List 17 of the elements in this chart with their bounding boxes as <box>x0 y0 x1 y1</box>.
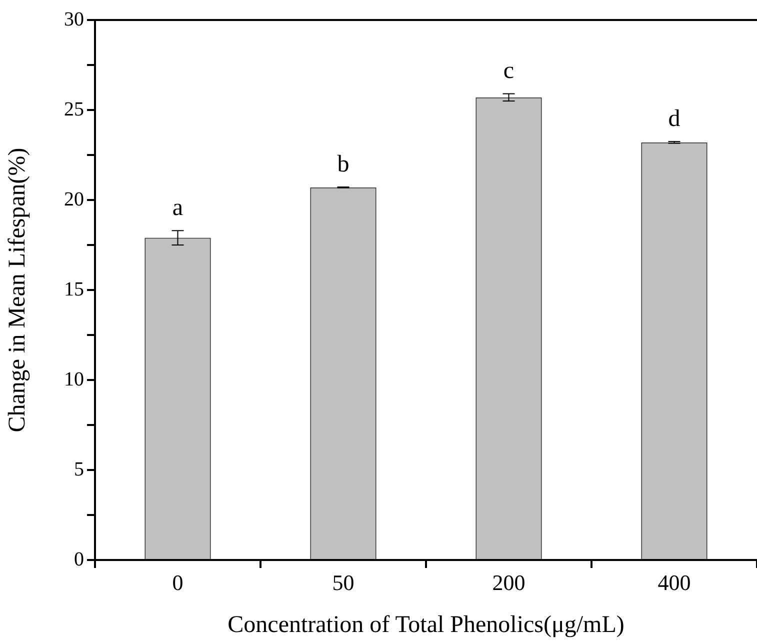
y-tick-label: 5 <box>74 458 84 480</box>
y-tick-label: 15 <box>64 278 84 300</box>
x-tick-label: 400 <box>658 570 691 595</box>
y-tick-label: 20 <box>64 188 84 210</box>
y-tick-label: 0 <box>74 548 84 570</box>
annotation: d <box>668 106 680 132</box>
y-tick-label: 25 <box>64 98 84 120</box>
annotation: a <box>172 194 184 221</box>
x-tick-label: 0 <box>172 570 184 595</box>
y-axis-title: Change in Mean Lifespan(%) <box>4 148 31 432</box>
annotation: b <box>337 151 350 178</box>
annotation: c <box>503 58 514 84</box>
x-tick-label: 50 <box>332 570 354 595</box>
x-axis-title: Concentration of Total Phenolics(μg/mL) <box>228 612 624 638</box>
y-tick-label: 30 <box>64 8 84 30</box>
y-tick-label: 10 <box>64 368 84 390</box>
x-tick-label: 200 <box>492 570 526 595</box>
